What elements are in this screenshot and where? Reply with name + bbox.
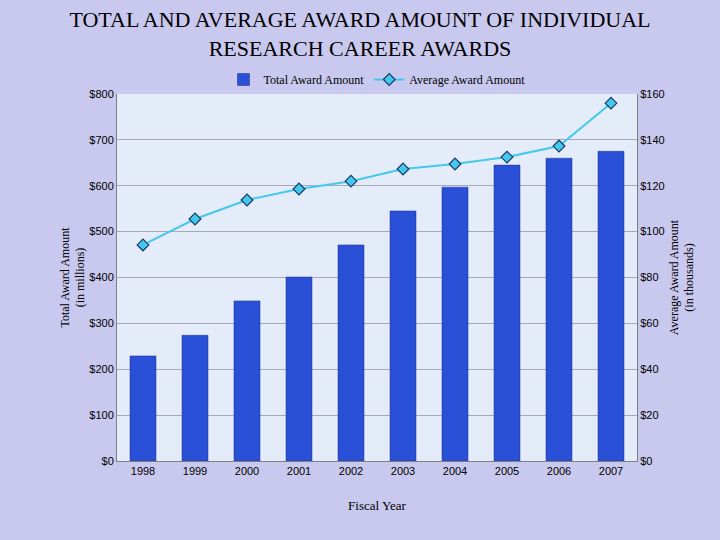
svg-text:$40: $40 [640, 363, 658, 375]
svg-text:TOTAL AND AVERAGE AWARD AMOUNT: TOTAL AND AVERAGE AWARD AMOUNT OF INDIVI… [69, 7, 650, 61]
svg-text:2002: 2002 [339, 465, 363, 477]
svg-text:2006: 2006 [547, 465, 571, 477]
svg-text:Average Award Amount(in thousa: Average Award Amount(in thousands) [667, 219, 697, 335]
svg-text:$20: $20 [640, 409, 658, 421]
svg-text:$80: $80 [640, 271, 658, 283]
svg-text:2001: 2001 [287, 465, 311, 477]
svg-text:1999: 1999 [183, 465, 207, 477]
svg-text:$600: $600 [89, 180, 113, 192]
svg-text:$120: $120 [640, 180, 664, 192]
svg-text:$100: $100 [89, 409, 113, 421]
svg-text:$140: $140 [640, 134, 664, 146]
svg-text:Fiscal Year: Fiscal Year [348, 498, 406, 513]
svg-text:1998: 1998 [131, 465, 155, 477]
svg-text:$0: $0 [102, 455, 114, 467]
svg-text:Total Award Amount(in millions: Total Award Amount(in millions) [58, 227, 88, 328]
svg-text:$200: $200 [89, 363, 113, 375]
svg-text:2005: 2005 [495, 465, 519, 477]
svg-text:2007: 2007 [599, 465, 623, 477]
svg-text:$700: $700 [89, 134, 113, 146]
svg-text:2000: 2000 [235, 465, 259, 477]
svg-text:$300: $300 [89, 317, 113, 329]
svg-text:$160: $160 [640, 88, 664, 100]
svg-text:2004: 2004 [443, 465, 467, 477]
svg-text:$60: $60 [640, 317, 658, 329]
svg-text:$400: $400 [89, 271, 113, 283]
svg-text:2003: 2003 [391, 465, 415, 477]
svg-text:Average Award Amount: Average Award Amount [409, 73, 525, 87]
svg-text:$0: $0 [640, 455, 652, 467]
svg-text:$500: $500 [89, 225, 113, 237]
svg-text:Total Award Amount: Total Award Amount [264, 73, 365, 87]
svg-text:$100: $100 [640, 225, 664, 237]
svg-text:$800: $800 [89, 88, 113, 100]
